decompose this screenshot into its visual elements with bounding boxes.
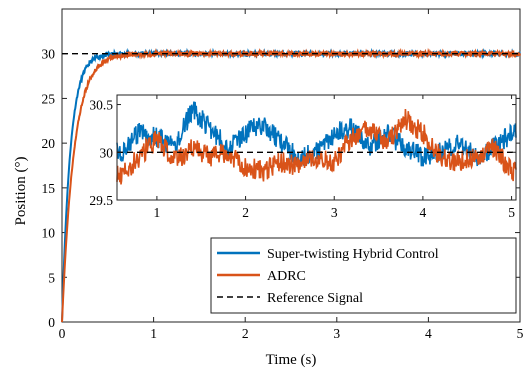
y-tick-label: 5 (48, 270, 55, 285)
y-tick-label: 20 (42, 136, 56, 151)
inset-series-adrc (116, 108, 517, 185)
legend-label: Reference Signal (267, 291, 363, 306)
legend: Super-twisting Hybrid Control ADRC Referen… (210, 237, 517, 314)
inset-x-tick-label: 1 (154, 205, 161, 220)
legend-label: ADRC (267, 269, 306, 284)
inset-series-super-twisting-hybrid-control (116, 101, 517, 168)
y-tick-label: 15 (42, 181, 56, 196)
y-axis-label: Position (°) (13, 157, 29, 226)
x-tick-label: 5 (517, 326, 523, 341)
main-series-adrc (61, 47, 521, 323)
inset-x-tick-label: 5 (508, 205, 515, 220)
inset-x-tick-label: 2 (242, 205, 249, 220)
x-tick-label: 2 (242, 326, 249, 341)
inset-frame (116, 94, 517, 201)
inset-y-tick-label: 30.5 (89, 98, 113, 113)
x-tick-label: 3 (333, 326, 340, 341)
inset-x-tick-label: 4 (420, 205, 427, 220)
legend-box (210, 237, 517, 314)
x-tick-label: 1 (150, 326, 157, 341)
y-tick-label: 30 (42, 47, 56, 62)
inset-x-tick-label: 3 (331, 205, 338, 220)
x-tick-label: 0 (59, 326, 66, 341)
main-series-group (61, 47, 521, 323)
y-tick-label: 0 (48, 315, 55, 330)
x-tick-label: 4 (425, 326, 432, 341)
inset-y-tick-label: 29.5 (89, 193, 113, 208)
x-axis-label: Time (s) (266, 352, 317, 368)
main-plot-frame (61, 8, 521, 323)
inset-y-tick-label: 30 (100, 145, 114, 160)
inset-plot: 1 2 3 4 5 29.5 30 30.5 (89, 94, 517, 220)
legend-label: Super-twisting Hybrid Control (267, 247, 439, 262)
y-tick-label: 10 (42, 226, 56, 241)
y-tick-label: 25 (42, 91, 56, 106)
